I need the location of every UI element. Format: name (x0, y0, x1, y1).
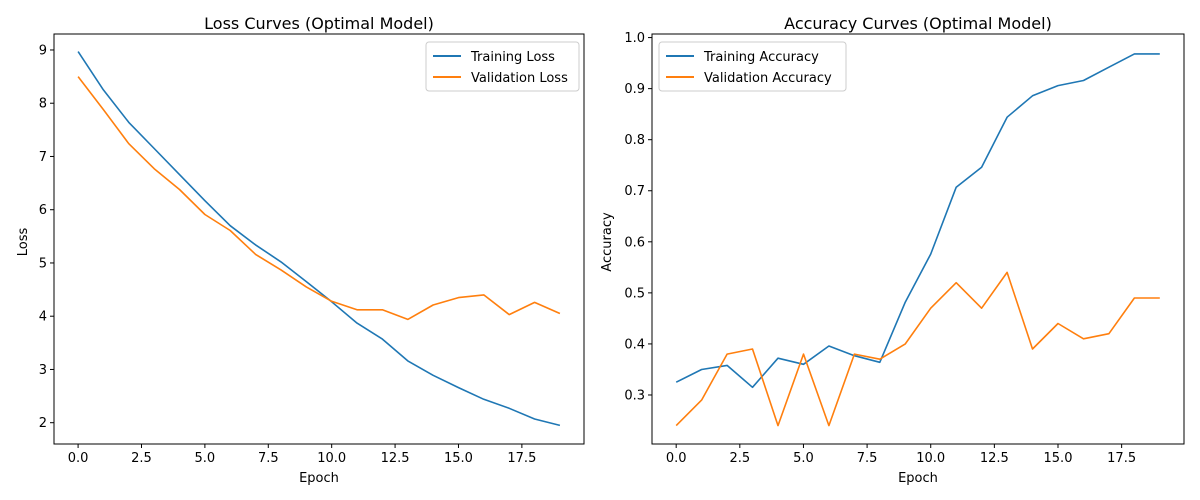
loss-chart-title: Loss Curves (Optimal Model) (204, 14, 434, 33)
loss-ticks: 0.0 2.5 5.0 7.5 10.0 12.5 15.0 17.5 2 3 4 5 6 7 8 9 (39, 43, 537, 466)
loss-legend: Training Loss Validation Loss (425, 41, 580, 92)
accuracy-x-tick-label: 7.5 (857, 451, 878, 466)
accuracy-y-tick-label: 0.5 (624, 286, 645, 301)
loss-y-tick-label: 5 (39, 256, 47, 271)
accuracy-legend-label-training: Training Accuracy (703, 50, 819, 65)
loss-y-tick-label: 4 (39, 310, 47, 325)
loss-y-axis-label: Loss (16, 228, 31, 257)
accuracy-y-tick-label: 0.7 (624, 184, 645, 199)
loss-x-tick-label: 15.0 (444, 451, 473, 466)
accuracy-y-tick-label: 1.0 (624, 31, 645, 46)
accuracy-legend: Training Accuracy Validation Accuracy (658, 41, 847, 92)
loss-y-tick-label: 9 (39, 43, 47, 58)
accuracy-series-line-validation (675, 271, 1160, 427)
loss-y-tick-label: 3 (39, 363, 47, 378)
loss-x-tick-label: 17.5 (507, 451, 536, 466)
accuracy-series-line-training (675, 53, 1160, 389)
accuracy-y-axis-label: Accuracy (600, 212, 615, 272)
accuracy-legend-label-validation: Validation Accuracy (704, 71, 832, 86)
accuracy-x-tick-label: 0.0 (666, 451, 687, 466)
loss-plot-frame (53, 33, 585, 445)
loss-y-tick-label: 8 (39, 97, 47, 112)
loss-x-tick-label: 7.5 (258, 451, 279, 466)
accuracy-y-tick-label: 0.3 (624, 388, 645, 403)
loss-x-tick-label: 10.0 (317, 451, 346, 466)
accuracy-x-tick-label: 5.0 (793, 451, 814, 466)
accuracy-x-tick-label: 10.0 (916, 451, 945, 466)
accuracy-y-tick-label: 0.4 (624, 337, 645, 352)
loss-legend-box (425, 41, 580, 92)
accuracy-legend-box (658, 41, 847, 92)
loss-x-axis-label: Epoch (299, 471, 339, 486)
loss-chart: Loss Curves (Optimal Model) Epoch Loss 0… (16, 14, 585, 486)
loss-series-line-validation (77, 76, 561, 321)
accuracy-chart: Accuracy Curves (Optimal Model) Epoch Ac… (600, 14, 1185, 486)
loss-y-tick-label: 6 (39, 203, 47, 218)
accuracy-x-axis-label: Epoch (898, 471, 938, 486)
loss-series-line-training (77, 51, 561, 427)
loss-x-tick-label: 0.0 (68, 451, 89, 466)
loss-x-tick-label: 12.5 (381, 451, 410, 466)
accuracy-y-tick-label: 0.9 (624, 82, 645, 97)
accuracy-y-tick-label: 0.6 (624, 235, 645, 250)
loss-legend-label-training: Training Loss (470, 50, 555, 65)
loss-x-tick-label: 5.0 (195, 451, 216, 466)
loss-legend-label-validation: Validation Loss (471, 71, 568, 86)
accuracy-x-tick-label: 12.5 (980, 451, 1009, 466)
accuracy-chart-title: Accuracy Curves (Optimal Model) (784, 14, 1052, 33)
loss-y-tick-label: 2 (39, 416, 47, 431)
loss-x-tick-label: 2.5 (131, 451, 152, 466)
accuracy-x-tick-label: 17.5 (1107, 451, 1136, 466)
accuracy-plot-frame (651, 33, 1185, 445)
accuracy-y-tick-label: 0.8 (624, 133, 645, 148)
loss-lines (77, 51, 561, 427)
accuracy-ticks: 0.0 2.5 5.0 7.5 10.0 12.5 15.0 17.5 0.3 0.4 0.5 0.6… (624, 31, 1136, 466)
accuracy-lines (675, 53, 1160, 427)
loss-y-tick-label: 7 (39, 150, 47, 165)
accuracy-x-tick-label: 15.0 (1044, 451, 1073, 466)
accuracy-x-tick-label: 2.5 (729, 451, 750, 466)
